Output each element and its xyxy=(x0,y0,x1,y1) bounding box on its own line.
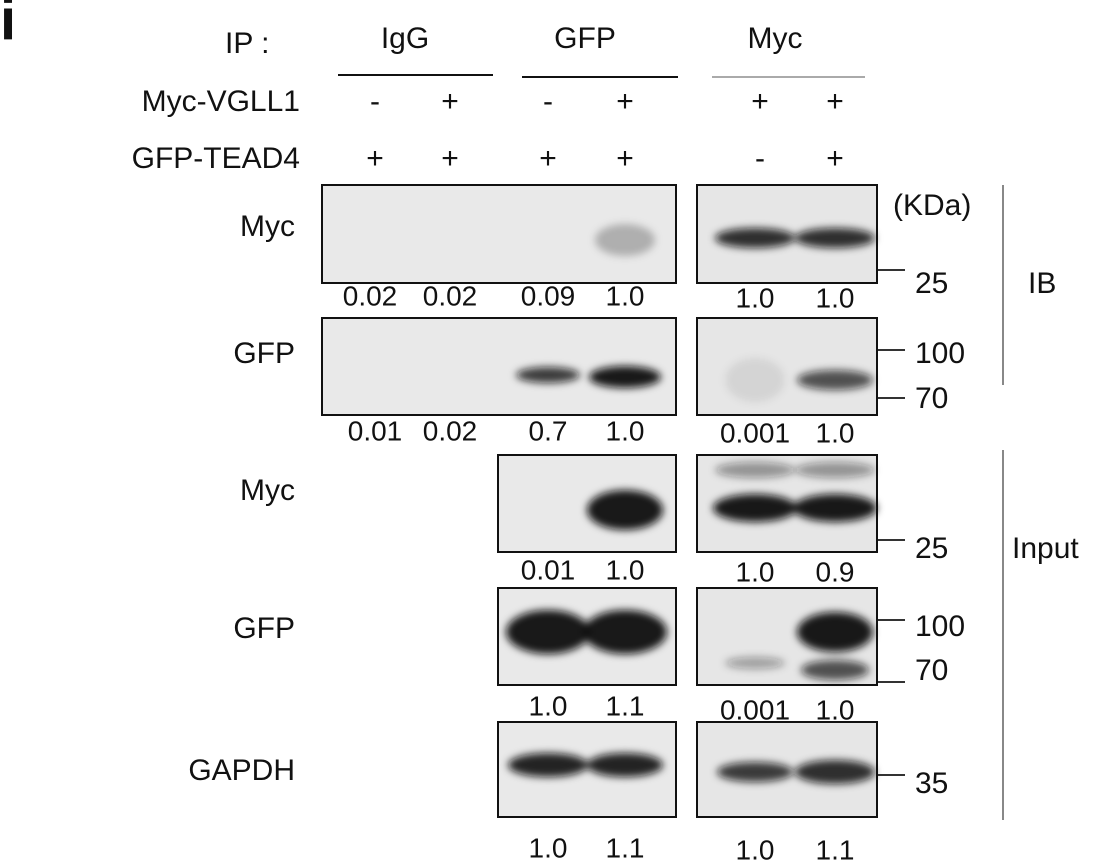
blot-image xyxy=(696,317,878,416)
band xyxy=(725,657,785,669)
panel-label: i xyxy=(0,0,16,52)
blot-image xyxy=(321,317,677,416)
band xyxy=(715,228,795,248)
quantification: 0.7 xyxy=(529,415,568,446)
condition-sign: - xyxy=(755,142,765,175)
quantification: 1.0 xyxy=(736,834,775,864)
ip-group: Myc xyxy=(748,22,803,55)
band xyxy=(795,228,875,248)
condition-sign: + xyxy=(366,142,384,175)
quantification: 0.09 xyxy=(521,280,576,311)
blot-label: Myc xyxy=(240,474,295,507)
quantification: 0.001 xyxy=(720,417,790,448)
ip-label: IP : xyxy=(225,27,269,60)
quantification: 1.0 xyxy=(816,417,855,448)
condition-sign: - xyxy=(543,85,553,118)
ip-group: IgG xyxy=(381,22,429,55)
bands xyxy=(587,462,877,530)
quantification: 1.0 xyxy=(529,690,568,721)
bands xyxy=(508,753,875,784)
band xyxy=(583,610,667,654)
condition-sign: + xyxy=(616,85,634,118)
condition-sign: + xyxy=(441,142,459,175)
quantification: 0.02 xyxy=(423,415,478,446)
band xyxy=(516,367,580,383)
quantification: 0.02 xyxy=(343,280,398,311)
bracket-label: Input xyxy=(1012,532,1079,565)
bracket-label: IB xyxy=(1028,267,1056,300)
band xyxy=(595,224,655,256)
quantification: 0.001 xyxy=(720,694,790,725)
condition-sign: + xyxy=(751,85,769,118)
band xyxy=(508,753,588,777)
quantification: 1.1 xyxy=(816,834,855,864)
marker-label: 70 xyxy=(915,382,948,415)
marker-unit: (KDa) xyxy=(893,189,971,222)
quantification: 1.0 xyxy=(736,282,775,313)
condition-sign: + xyxy=(441,85,459,118)
band xyxy=(801,660,869,680)
band xyxy=(717,762,793,782)
quantification: 1.0 xyxy=(816,694,855,725)
quantification: 0.01 xyxy=(348,415,403,446)
condition-sign: + xyxy=(826,85,844,118)
condition-label: GFP-TEAD4 xyxy=(132,142,300,175)
condition-sign: + xyxy=(616,142,634,175)
marker-label: 70 xyxy=(915,654,948,687)
marker-label: 25 xyxy=(915,267,948,300)
bands xyxy=(506,610,873,680)
blot-label: GFP xyxy=(233,612,295,645)
band xyxy=(795,462,875,478)
marker-label: 100 xyxy=(915,610,965,643)
quantification: 0.9 xyxy=(816,556,855,587)
bands xyxy=(595,224,875,256)
quantification: 1.1 xyxy=(606,832,645,863)
condition-sign: + xyxy=(826,142,844,175)
band xyxy=(715,462,795,478)
condition-sign: - xyxy=(370,85,380,118)
quantification: 1.0 xyxy=(736,556,775,587)
quantification: 0.02 xyxy=(423,280,478,311)
band xyxy=(797,370,873,390)
band xyxy=(725,358,785,402)
quantification: 1.1 xyxy=(606,690,645,721)
condition-sign: + xyxy=(539,142,557,175)
quantification: 1.0 xyxy=(529,832,568,863)
quantification: 1.0 xyxy=(816,282,855,313)
band xyxy=(587,753,663,777)
marker-label: 25 xyxy=(915,532,948,565)
band xyxy=(587,490,663,530)
band xyxy=(506,610,590,654)
condition-label: Myc-VGLL1 xyxy=(142,85,300,118)
marker-label: 35 xyxy=(915,767,948,800)
band xyxy=(797,612,873,652)
band xyxy=(795,760,875,784)
quantification: 1.0 xyxy=(606,415,645,446)
blot-label: GAPDH xyxy=(188,754,295,787)
band xyxy=(713,494,797,522)
quantification: 0.01 xyxy=(521,554,576,585)
band xyxy=(793,494,877,522)
band xyxy=(589,366,661,388)
blot-label: GFP xyxy=(233,337,295,370)
quantification: 1.0 xyxy=(606,280,645,311)
ip-group: GFP xyxy=(554,22,616,55)
bands xyxy=(516,358,873,402)
marker-label: 100 xyxy=(915,337,965,370)
quantification: 1.0 xyxy=(606,554,645,585)
blot-label: Myc xyxy=(240,210,295,243)
